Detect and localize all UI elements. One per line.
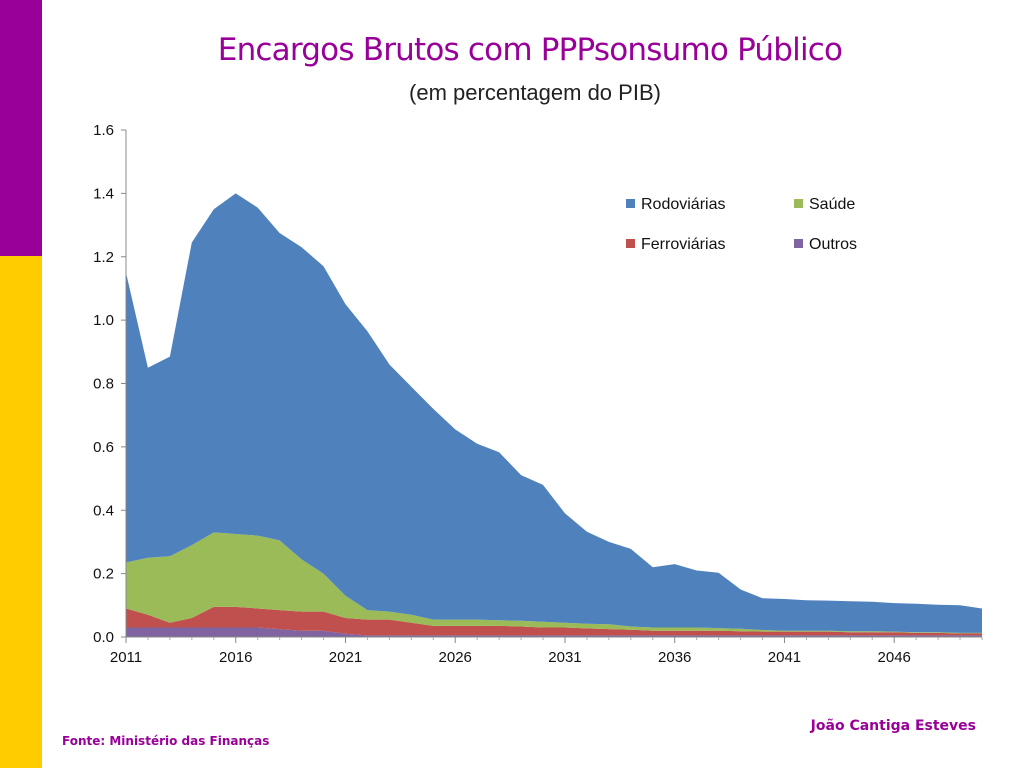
slide-title: Encargos Brutos com PPPsonsumo Público (217, 32, 843, 68)
legend-swatch (794, 199, 803, 208)
y-tick-label: 0.2 (93, 566, 114, 583)
author-name: João Cantiga Esteves (810, 718, 976, 734)
x-tick-label: 2011 (110, 649, 142, 666)
chart-subtitle: (em percentagem do PIB) (409, 80, 661, 105)
area-outros (126, 627, 982, 637)
area-saude (126, 532, 982, 634)
y-tick-label: 1.2 (93, 249, 114, 266)
area-rodoviarias (126, 193, 982, 633)
y-tick-label: 1.4 (93, 185, 114, 202)
legend-swatch (626, 199, 635, 208)
y-tick-label: 0.6 (93, 439, 114, 456)
legend-label: Rodoviárias (641, 196, 725, 213)
x-tick-label: 2021 (329, 649, 362, 666)
source-note: Fonte: Ministério das Finanças (62, 734, 270, 748)
chart-legend: Rodoviárias Saúde Ferroviárias Outros (626, 196, 857, 253)
y-tick-label: 0.8 (93, 376, 114, 393)
x-tick-label: 2046 (878, 649, 911, 666)
x-tick-label: 2031 (548, 649, 581, 666)
legend-label: Ferroviárias (641, 236, 725, 253)
y-tick-label: 0.4 (93, 502, 114, 519)
x-tick-label: 2036 (658, 649, 691, 666)
legend-swatch (626, 239, 635, 248)
x-tick-label: 2041 (768, 649, 801, 666)
y-tick-label: 0.0 (93, 629, 114, 646)
x-tick-label: 2026 (439, 649, 472, 666)
area-ferroviarias (126, 606, 982, 636)
legend-label: Outros (809, 236, 857, 253)
accent-bar-bottom (0, 256, 42, 768)
y-tick-label: 1.0 (93, 312, 114, 329)
legend-swatch (794, 239, 803, 248)
y-tick-label: 1.6 (93, 122, 114, 139)
x-tick-label: 2016 (219, 649, 252, 666)
legend-label: Saúde (809, 196, 855, 213)
accent-bar-top (0, 0, 42, 256)
chart-axes: 0.0 0.2 0.4 0.6 0.8 1.0 1.2 1.4 1.6 2011 2016 2021 2… (93, 122, 983, 666)
chart-areas (126, 193, 982, 637)
